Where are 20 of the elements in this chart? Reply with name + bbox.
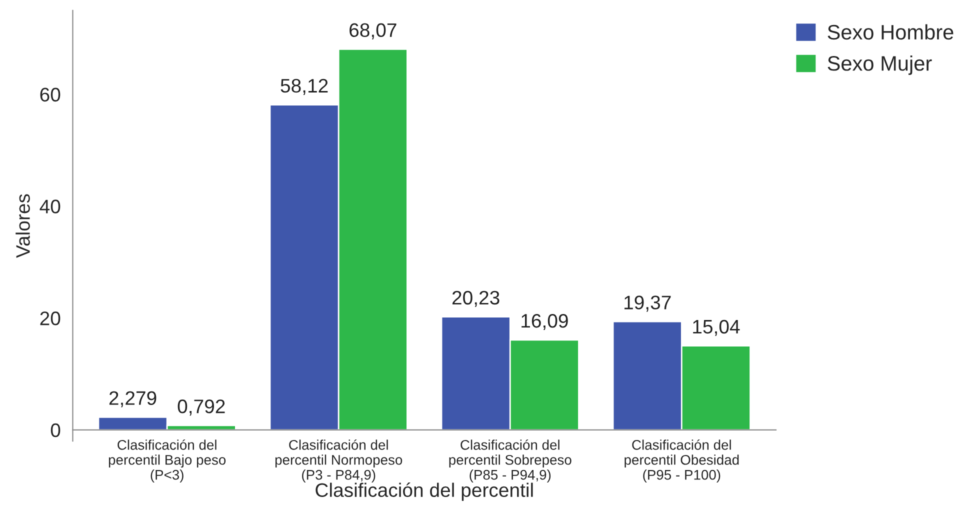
y-tick-label: 40 [40, 200, 60, 214]
legend-label: Sexo Hombre [828, 24, 954, 40]
data-label: 0,792 [178, 400, 225, 416]
y-tick-label: 0 [50, 423, 60, 438]
x-tick-label: Clasificación del percentil Sobrepeso (P85 - P94,9) [449, 439, 572, 482]
x-tick-label: Clasificación del percentil Normopeso (P3 - P84,9) [275, 439, 402, 482]
y-axis-title: Valores [16, 194, 30, 258]
data-label: 20,23 [452, 290, 500, 307]
data-label: 16,09 [522, 314, 568, 330]
x-tick-label: Clasificación del percentil Bajo peso (P<3) [108, 439, 226, 482]
data-label: 68,07 [350, 23, 396, 40]
data-label: 15,04 [693, 320, 740, 336]
data-label: 58,12 [280, 78, 328, 95]
legend-label: Sexo Mujer [828, 56, 932, 75]
x-axis-title: Clasificación del percentil [316, 482, 533, 501]
x-tick-label: Clasificación del percentil Obesidad (P95 - P100) [624, 439, 739, 482]
data-label: 2,279 [109, 391, 156, 408]
y-tick-label: 60 [40, 88, 60, 102]
y-tick-label: 20 [40, 312, 60, 326]
data-label: 19,37 [624, 296, 671, 312]
